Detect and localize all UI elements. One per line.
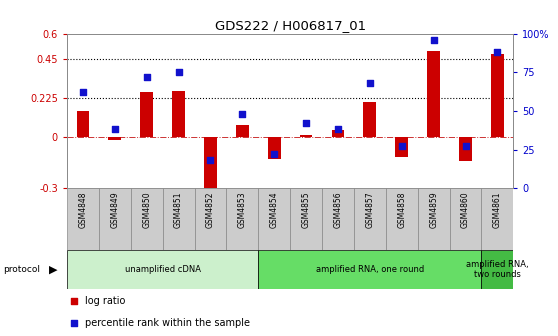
Bar: [290, 188, 322, 250]
Text: GSM4848: GSM4848: [79, 191, 88, 228]
Bar: [258, 250, 482, 289]
Bar: [172, 91, 185, 137]
Point: [302, 121, 311, 126]
Bar: [99, 188, 131, 250]
Bar: [108, 137, 121, 140]
Point: [493, 49, 502, 55]
Text: GSM4852: GSM4852: [206, 191, 215, 228]
Bar: [427, 51, 440, 137]
Text: unamplified cDNA: unamplified cDNA: [124, 265, 201, 274]
Text: GSM4860: GSM4860: [461, 191, 470, 228]
Bar: [482, 188, 513, 250]
Point: [110, 127, 119, 132]
Text: GSM4854: GSM4854: [270, 191, 278, 228]
Point: [429, 37, 438, 42]
Point: [461, 144, 470, 149]
Text: GSM4850: GSM4850: [142, 191, 151, 228]
Point: [174, 70, 183, 75]
Bar: [268, 137, 281, 159]
Bar: [322, 188, 354, 250]
Point: [365, 80, 374, 86]
Bar: [482, 250, 513, 289]
Text: GSM4851: GSM4851: [174, 191, 183, 228]
Bar: [363, 102, 376, 137]
Text: amplified RNA,
two rounds: amplified RNA, two rounds: [466, 260, 529, 279]
Text: ▶: ▶: [49, 265, 57, 275]
Bar: [396, 137, 408, 157]
Point: [79, 90, 88, 95]
Bar: [67, 188, 99, 250]
Point: [206, 158, 215, 163]
Point: [69, 320, 78, 326]
Bar: [459, 137, 472, 161]
Bar: [162, 188, 195, 250]
Text: amplified RNA, one round: amplified RNA, one round: [316, 265, 424, 274]
Title: GDS222 / H006817_01: GDS222 / H006817_01: [215, 19, 365, 33]
Bar: [227, 188, 258, 250]
Point: [238, 111, 247, 117]
Bar: [140, 92, 153, 137]
Bar: [386, 188, 418, 250]
Point: [270, 152, 278, 157]
Bar: [258, 188, 290, 250]
Text: percentile rank within the sample: percentile rank within the sample: [85, 318, 250, 328]
Text: GSM4858: GSM4858: [397, 191, 406, 228]
Bar: [354, 188, 386, 250]
Bar: [300, 135, 312, 137]
Bar: [131, 188, 162, 250]
Text: GSM4857: GSM4857: [365, 191, 374, 228]
Point: [69, 298, 78, 304]
Text: GSM4855: GSM4855: [302, 191, 311, 228]
Bar: [450, 188, 482, 250]
Bar: [204, 137, 217, 199]
Text: GSM4853: GSM4853: [238, 191, 247, 228]
Bar: [331, 130, 344, 137]
Bar: [236, 125, 249, 137]
Text: GSM4859: GSM4859: [429, 191, 438, 228]
Text: GSM4856: GSM4856: [334, 191, 343, 228]
Bar: [491, 54, 504, 137]
Text: protocol: protocol: [3, 265, 40, 274]
Bar: [195, 188, 227, 250]
Text: log ratio: log ratio: [85, 296, 125, 306]
Point: [397, 144, 406, 149]
Bar: [67, 250, 258, 289]
Bar: [76, 111, 89, 137]
Bar: [418, 188, 450, 250]
Point: [334, 127, 343, 132]
Text: GSM4849: GSM4849: [110, 191, 119, 228]
Text: GSM4861: GSM4861: [493, 191, 502, 228]
Point: [142, 74, 151, 80]
